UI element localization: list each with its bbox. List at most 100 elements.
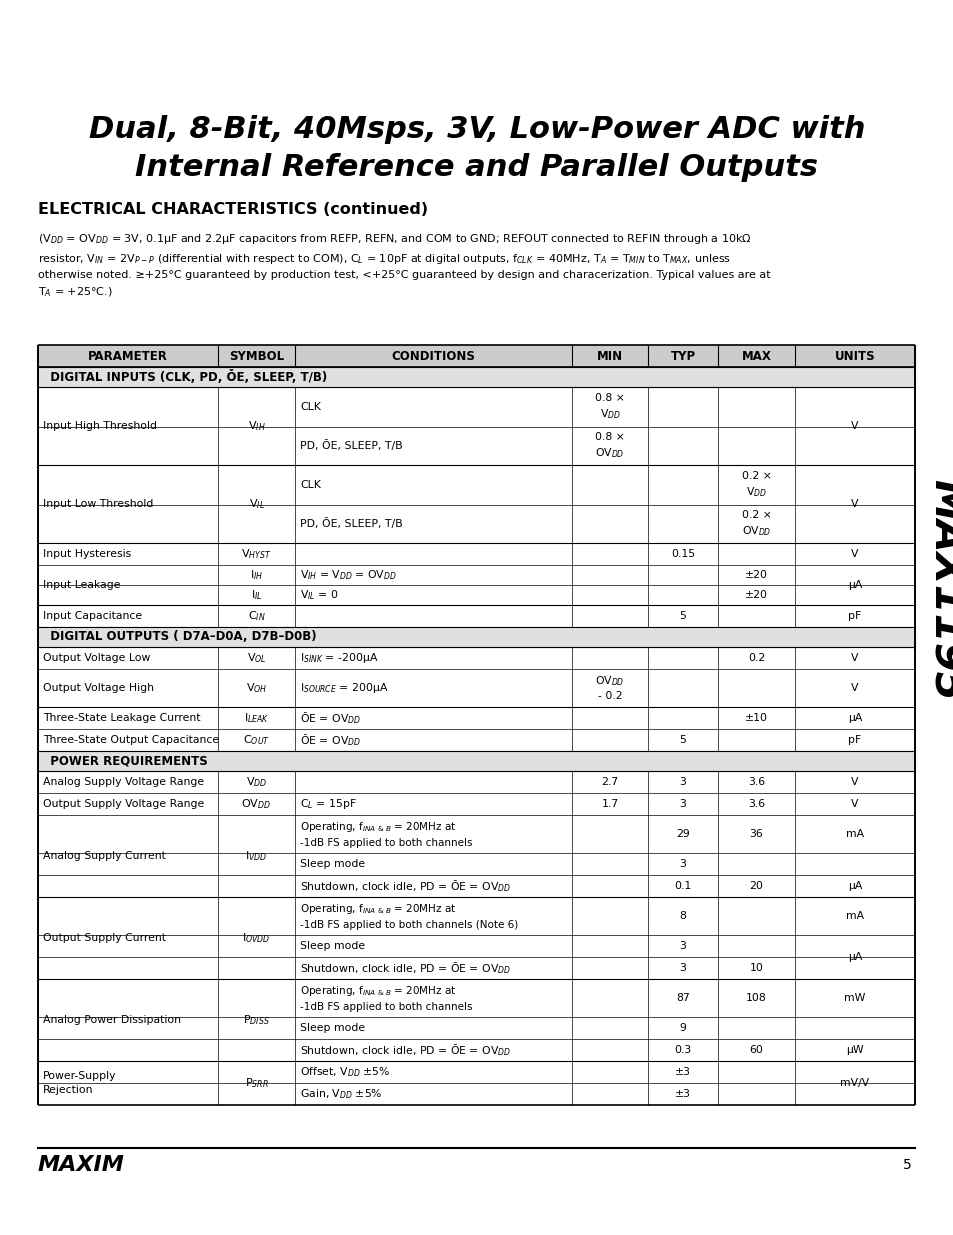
- Text: Sleep mode: Sleep mode: [299, 860, 365, 869]
- Text: 108: 108: [745, 993, 766, 1003]
- Text: V$_{IL}$: V$_{IL}$: [249, 498, 264, 511]
- Text: 1.7: 1.7: [600, 799, 618, 809]
- Text: 0.15: 0.15: [670, 550, 695, 559]
- Bar: [38, 345, 914, 367]
- Text: V$_{OL}$: V$_{OL}$: [247, 651, 266, 664]
- Text: ±10: ±10: [744, 713, 767, 722]
- Text: Operating, f$_{INA\ &\ B}$ = 20MHz at
-1dB FS applied to both channels: Operating, f$_{INA\ &\ B}$ = 20MHz at -1…: [299, 984, 472, 1011]
- Text: MAX1195: MAX1195: [924, 479, 953, 701]
- Text: I$_{IH}$: I$_{IH}$: [250, 568, 263, 582]
- Text: OV$_{DD}$: OV$_{DD}$: [241, 797, 272, 811]
- Text: V$_{IL}$ = 0: V$_{IL}$ = 0: [299, 588, 338, 601]
- Text: Output Voltage High: Output Voltage High: [43, 683, 153, 693]
- Text: CONDITIONS: CONDITIONS: [391, 350, 475, 363]
- Text: PARAMETER: PARAMETER: [88, 350, 168, 363]
- Text: Output Supply Current: Output Supply Current: [43, 932, 166, 944]
- Text: P$_{SRR}$: P$_{SRR}$: [244, 1076, 268, 1091]
- Text: mA: mA: [845, 911, 863, 921]
- Text: Shutdown, clock idle, PD = ŎE = OV$_{DD}$: Shutdown, clock idle, PD = ŎE = OV$_{DD}…: [299, 1042, 511, 1058]
- Text: I$_{SOURCE}$ = 200μA: I$_{SOURCE}$ = 200μA: [299, 680, 388, 695]
- Text: 3: 3: [679, 963, 686, 973]
- Text: V$_{OH}$: V$_{OH}$: [246, 680, 267, 695]
- Text: C$_{OUT}$: C$_{OUT}$: [243, 734, 270, 747]
- Text: Input Leakage: Input Leakage: [43, 580, 120, 590]
- Text: MIN: MIN: [597, 350, 622, 363]
- Text: 20: 20: [749, 881, 762, 890]
- Text: μA: μA: [847, 881, 862, 890]
- Text: Sleep mode: Sleep mode: [299, 941, 365, 951]
- Text: V$_{HYST}$: V$_{HYST}$: [241, 547, 272, 561]
- Text: V: V: [850, 550, 858, 559]
- Text: mW: mW: [843, 993, 864, 1003]
- Text: 2.7: 2.7: [600, 777, 618, 787]
- Text: C$_L$ = 15pF: C$_L$ = 15pF: [299, 797, 356, 811]
- Text: 60: 60: [749, 1045, 762, 1055]
- Text: MAX: MAX: [740, 350, 771, 363]
- Text: MAXIM: MAXIM: [38, 1155, 125, 1174]
- Text: V$_{IH}$ = V$_{DD}$ = OV$_{DD}$: V$_{IH}$ = V$_{DD}$ = OV$_{DD}$: [299, 568, 396, 582]
- Bar: [38, 751, 914, 771]
- Text: ŎE = OV$_{DD}$: ŎE = OV$_{DD}$: [299, 732, 360, 748]
- Text: 87: 87: [676, 993, 689, 1003]
- Text: 3: 3: [679, 941, 686, 951]
- Text: 3: 3: [679, 860, 686, 869]
- Text: Input Capacitance: Input Capacitance: [43, 611, 142, 621]
- Text: 0.8 ×
V$_{DD}$: 0.8 × V$_{DD}$: [595, 394, 624, 421]
- Text: I$_{SINK}$ = -200μA: I$_{SINK}$ = -200μA: [299, 651, 378, 664]
- Text: 3.6: 3.6: [747, 777, 764, 787]
- Text: Operating, f$_{INA\ &\ B}$ = 20MHz at
-1dB FS applied to both channels: Operating, f$_{INA\ &\ B}$ = 20MHz at -1…: [299, 820, 472, 847]
- Text: mV/V: mV/V: [840, 1078, 869, 1088]
- Text: 0.2 ×
OV$_{DD}$: 0.2 × OV$_{DD}$: [740, 510, 771, 537]
- Text: V: V: [850, 653, 858, 663]
- Text: ±3: ±3: [675, 1089, 690, 1099]
- Text: POWER REQUIREMENTS: POWER REQUIREMENTS: [42, 755, 208, 767]
- Text: pF: pF: [847, 735, 861, 745]
- Text: 5: 5: [679, 611, 686, 621]
- Text: V: V: [850, 499, 858, 509]
- Text: SYMBOL: SYMBOL: [229, 350, 284, 363]
- Text: Sleep mode: Sleep mode: [299, 1023, 365, 1032]
- Text: CLK: CLK: [299, 480, 320, 490]
- Text: ŎE = OV$_{DD}$: ŎE = OV$_{DD}$: [299, 710, 360, 726]
- Text: Analog Power Dissipation: Analog Power Dissipation: [43, 1015, 181, 1025]
- Text: I$_{IL}$: I$_{IL}$: [251, 588, 262, 601]
- Text: 10: 10: [749, 963, 762, 973]
- Text: 0.2 ×
V$_{DD}$: 0.2 × V$_{DD}$: [740, 472, 771, 499]
- Text: ±20: ±20: [744, 590, 767, 600]
- Text: V: V: [850, 421, 858, 431]
- Text: μW: μW: [845, 1045, 862, 1055]
- Text: I$_{LEAK}$: I$_{LEAK}$: [243, 711, 269, 725]
- Text: DIGITAL OUTPUTS ( D7A–D0A, D7B–D0B): DIGITAL OUTPUTS ( D7A–D0A, D7B–D0B): [42, 631, 316, 643]
- Text: 0.1: 0.1: [674, 881, 691, 890]
- Text: V: V: [850, 777, 858, 787]
- Text: 9: 9: [679, 1023, 686, 1032]
- Text: Offset, V$_{DD}$ ±5%: Offset, V$_{DD}$ ±5%: [299, 1065, 390, 1079]
- Text: V: V: [850, 683, 858, 693]
- Text: V$_{DD}$: V$_{DD}$: [246, 776, 267, 789]
- Text: PD, ŎE, SLEEP, T/B: PD, ŎE, SLEEP, T/B: [299, 441, 402, 452]
- Text: Output Voltage Low: Output Voltage Low: [43, 653, 151, 663]
- Text: μA: μA: [847, 952, 862, 962]
- Text: I$_{OVDD}$: I$_{OVDD}$: [242, 931, 271, 945]
- Text: PD, ŎE, SLEEP, T/B: PD, ŎE, SLEEP, T/B: [299, 519, 402, 530]
- Text: pF: pF: [847, 611, 861, 621]
- Text: I$_{VDD}$: I$_{VDD}$: [245, 850, 268, 863]
- Text: 5: 5: [902, 1158, 911, 1172]
- Text: C$_{IN}$: C$_{IN}$: [248, 609, 265, 622]
- Text: ELECTRICAL CHARACTERISTICS (continued): ELECTRICAL CHARACTERISTICS (continued): [38, 203, 428, 217]
- Text: 0.2: 0.2: [747, 653, 764, 663]
- Text: μA: μA: [847, 580, 862, 590]
- Text: ±20: ±20: [744, 571, 767, 580]
- Text: mA: mA: [845, 829, 863, 839]
- Text: Internal Reference and Parallel Outputs: Internal Reference and Parallel Outputs: [135, 153, 818, 183]
- Text: Analog Supply Current: Analog Supply Current: [43, 851, 166, 861]
- Text: 0.8 ×
OV$_{DD}$: 0.8 × OV$_{DD}$: [595, 432, 624, 459]
- Text: OV$_{DD}$
- 0.2: OV$_{DD}$ - 0.2: [595, 674, 624, 701]
- Text: Three-State Output Capacitance: Three-State Output Capacitance: [43, 735, 219, 745]
- Text: V$_{IH}$: V$_{IH}$: [248, 419, 265, 433]
- Text: 8: 8: [679, 911, 686, 921]
- Text: DIGITAL INPUTS (CLK, PD, ŎE, SLEEP, T/B): DIGITAL INPUTS (CLK, PD, ŎE, SLEEP, T/B): [42, 370, 327, 384]
- Text: Input Hysteresis: Input Hysteresis: [43, 550, 132, 559]
- Text: (V$_{DD}$ = OV$_{DD}$ = 3V, 0.1μF and 2.2μF capacitors from REFP, REFN, and COM : (V$_{DD}$ = OV$_{DD}$ = 3V, 0.1μF and 2.…: [38, 232, 770, 299]
- Text: Operating, f$_{INA\ &\ B}$ = 20MHz at
-1dB FS applied to both channels (Note 6): Operating, f$_{INA\ &\ B}$ = 20MHz at -1…: [299, 903, 517, 930]
